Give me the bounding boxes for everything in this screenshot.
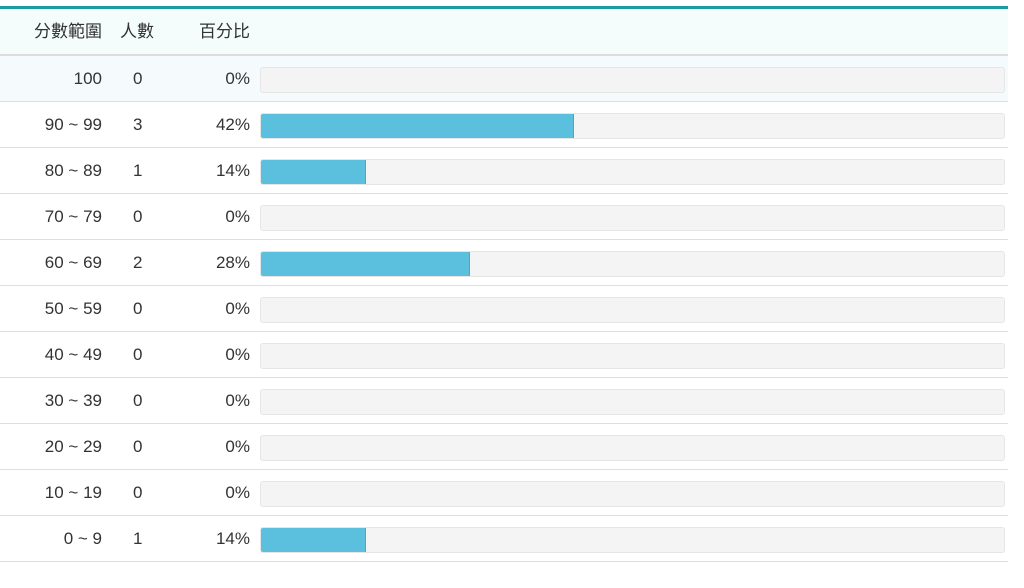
percent-label: 0% xyxy=(225,391,250,410)
table-row: 80 ~ 89 1 14% xyxy=(0,148,1008,194)
percent-label: 14% xyxy=(215,529,250,548)
percent-label: 0% xyxy=(225,207,250,226)
progress-track xyxy=(260,297,1005,323)
progress-track xyxy=(260,205,1005,231)
progress-track xyxy=(260,67,1005,93)
table-row: 0 ~ 9 1 14% xyxy=(0,516,1008,562)
percent-label: 0% xyxy=(225,345,250,364)
percent-label: 0% xyxy=(225,299,250,318)
score-range: 70 ~ 79 xyxy=(44,207,102,226)
score-range: 80 ~ 89 xyxy=(44,161,102,180)
student-count: 0 xyxy=(133,69,143,88)
progress-bar xyxy=(261,114,575,138)
score-range: 0 ~ 9 xyxy=(63,529,102,548)
score-range: 90 ~ 99 xyxy=(44,115,102,134)
progress-bar xyxy=(261,252,471,276)
percent-label: 28% xyxy=(215,253,250,272)
table-row: 60 ~ 69 2 28% xyxy=(0,240,1008,286)
table-row: 40 ~ 49 0 0% xyxy=(0,332,1008,378)
header-row: 分數範圍 人數 百分比 xyxy=(0,9,1008,56)
student-count: 3 xyxy=(133,115,143,134)
percent-label: 0% xyxy=(225,483,250,502)
table-row: 50 ~ 59 0 0% xyxy=(0,286,1008,332)
column-header: 百分比 xyxy=(199,22,250,41)
student-count: 0 xyxy=(133,299,143,318)
percent-label: 14% xyxy=(215,161,250,180)
student-count: 1 xyxy=(133,529,143,548)
table-row: 100 0 0% xyxy=(0,56,1008,102)
progress-bar xyxy=(261,528,367,552)
score-range: 10 ~ 19 xyxy=(44,483,102,502)
student-count: 0 xyxy=(133,391,143,410)
progress-track xyxy=(260,113,1005,139)
table-row: 10 ~ 19 0 0% xyxy=(0,470,1008,516)
column-header: 人數 xyxy=(120,22,154,41)
student-count: 1 xyxy=(133,161,143,180)
student-count: 0 xyxy=(133,345,143,364)
score-range: 50 ~ 59 xyxy=(44,299,102,318)
student-count: 0 xyxy=(133,483,143,502)
progress-track xyxy=(260,435,1005,461)
percent-label: 0% xyxy=(225,437,250,456)
score-range: 40 ~ 49 xyxy=(44,345,102,364)
score-table: 分數範圍 人數 百分比 100 0 0% 90 ~ 99 3 42% 80 ~ 89 1 14%… xyxy=(0,6,1008,562)
student-count: 2 xyxy=(133,253,143,272)
progress-track xyxy=(260,481,1005,507)
student-count: 0 xyxy=(133,437,143,456)
score-range: 60 ~ 69 xyxy=(44,253,102,272)
percent-label: 42% xyxy=(215,115,250,134)
progress-track xyxy=(260,527,1005,553)
table-row: 20 ~ 29 0 0% xyxy=(0,424,1008,470)
score-range: 20 ~ 29 xyxy=(44,437,102,456)
score-range: 100 xyxy=(73,69,102,88)
student-count: 0 xyxy=(133,207,143,226)
score-range: 30 ~ 39 xyxy=(44,391,102,410)
table-row: 30 ~ 39 0 0% xyxy=(0,378,1008,424)
progress-track xyxy=(260,159,1005,185)
percent-label: 0% xyxy=(225,69,250,88)
progress-bar xyxy=(261,160,367,184)
progress-track xyxy=(260,389,1005,415)
table-row: 90 ~ 99 3 42% xyxy=(0,102,1008,148)
column-header: 分數範圍 xyxy=(34,22,102,41)
progress-track xyxy=(260,343,1005,369)
progress-track xyxy=(260,251,1005,277)
table-row: 70 ~ 79 0 0% xyxy=(0,194,1008,240)
